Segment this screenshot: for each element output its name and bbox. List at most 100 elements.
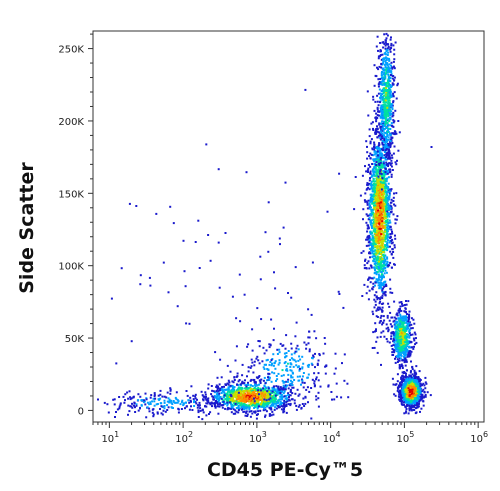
data-point <box>258 383 261 386</box>
data-point <box>383 73 386 76</box>
data-point <box>391 331 394 334</box>
data-point <box>378 163 381 166</box>
data-point <box>410 317 413 320</box>
data-point <box>378 258 381 261</box>
data-point <box>401 302 403 305</box>
data-point <box>381 135 383 138</box>
data-point <box>232 412 235 415</box>
data-point <box>411 346 414 349</box>
data-point <box>286 400 289 403</box>
data-point <box>373 170 376 173</box>
data-point <box>378 122 381 125</box>
data-point <box>374 264 377 267</box>
data-point <box>385 147 387 150</box>
data-point <box>387 171 390 174</box>
data-point <box>382 129 385 132</box>
data-point <box>263 396 266 399</box>
data-point <box>216 398 219 401</box>
data-point <box>409 334 412 336</box>
data-point <box>366 262 369 265</box>
data-point <box>220 392 223 394</box>
data-point <box>374 255 377 258</box>
data-point <box>382 226 385 229</box>
data-point <box>251 393 253 396</box>
data-point <box>374 187 377 190</box>
data-point <box>383 204 386 207</box>
data-point <box>368 252 370 255</box>
data-point <box>387 189 390 191</box>
data-point <box>373 141 376 144</box>
data-point <box>232 381 235 384</box>
data-point <box>387 51 390 54</box>
data-point <box>372 178 375 181</box>
data-point <box>399 357 402 360</box>
data-point <box>244 379 246 382</box>
data-point <box>403 353 406 356</box>
data-point <box>376 244 379 247</box>
data-point <box>383 292 386 295</box>
data-point <box>378 156 381 159</box>
data-point <box>270 391 273 394</box>
data-point <box>404 374 407 377</box>
data-point <box>368 267 371 270</box>
data-point <box>383 145 386 148</box>
data-point <box>262 403 265 406</box>
data-point <box>379 269 381 272</box>
data-point <box>283 390 286 393</box>
data-point <box>384 167 387 170</box>
data-point <box>265 391 268 394</box>
data-point <box>375 120 378 123</box>
data-point <box>366 201 369 204</box>
data-point <box>279 386 282 389</box>
data-point <box>408 323 411 326</box>
data-point <box>232 391 235 394</box>
data-point <box>403 310 406 313</box>
data-point <box>395 313 398 316</box>
data-point <box>374 243 377 246</box>
data-point <box>405 408 408 410</box>
data-point <box>392 320 395 323</box>
data-point <box>370 186 373 189</box>
data-point <box>372 154 375 157</box>
data-point <box>381 249 384 251</box>
data-point <box>382 231 385 234</box>
data-point <box>386 208 389 211</box>
data-point <box>240 408 243 411</box>
data-point <box>390 71 393 74</box>
data-point <box>234 393 236 396</box>
data-point <box>374 220 377 223</box>
data-point <box>382 156 385 159</box>
data-point <box>373 229 376 232</box>
data-point <box>212 398 215 401</box>
data-point <box>390 61 393 64</box>
data-point <box>375 155 378 158</box>
data-point <box>216 405 219 408</box>
data-point <box>381 306 384 309</box>
data-point <box>429 394 432 397</box>
data-point <box>380 159 382 162</box>
data-point <box>388 193 391 196</box>
data-point <box>377 278 380 281</box>
data-point <box>261 399 264 402</box>
data-point <box>365 170 368 173</box>
data-point <box>381 123 384 126</box>
data-point <box>380 66 383 69</box>
data-point <box>391 67 394 70</box>
data-point <box>285 401 288 403</box>
data-point <box>289 404 292 407</box>
data-point <box>376 265 379 268</box>
data-point <box>381 98 384 101</box>
data-point <box>263 388 266 391</box>
data-point <box>396 215 399 218</box>
data-point <box>382 170 385 173</box>
data-point <box>370 122 373 125</box>
data-point <box>375 45 378 48</box>
data-point <box>381 166 384 169</box>
data-point <box>387 153 390 156</box>
data-point <box>403 351 406 354</box>
data-point <box>267 394 269 397</box>
data-point <box>223 388 226 391</box>
data-point <box>369 219 372 222</box>
data-point <box>387 264 389 267</box>
data-point <box>370 210 373 213</box>
